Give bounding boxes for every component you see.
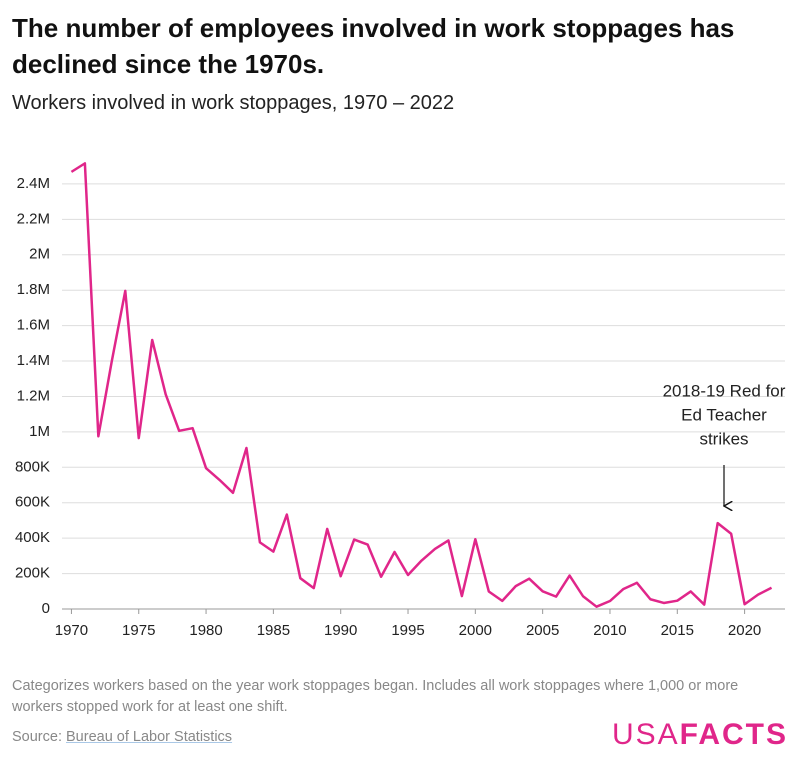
y-tick-label: 1.6M	[17, 317, 50, 334]
x-tick-label: 2000	[459, 622, 492, 639]
annotation: Ed Teacher	[681, 405, 767, 424]
y-tick-label: 400K	[15, 529, 50, 546]
y-tick-label: 1.4M	[17, 352, 50, 369]
chart-title: The number of employees involved in work…	[12, 13, 735, 79]
y-tick-label: 0	[42, 600, 50, 617]
footnote: Categorizes workers based on the year wo…	[12, 678, 739, 715]
logo-facts: FACTS	[679, 718, 788, 751]
source-link[interactable]: Bureau of Labor Statistics	[66, 729, 233, 745]
chart-subtitle: Workers involved in work stoppages, 1970…	[12, 92, 455, 114]
line	[70, 162, 773, 608]
y-tick-label: 1.2M	[17, 387, 50, 404]
x-tick-label: 1990	[324, 622, 357, 639]
y-tick-label: 2M	[29, 246, 50, 263]
x-tick-label: 1995	[391, 622, 424, 639]
x-tick-label: 1985	[257, 622, 290, 639]
annotation: 2018-19 Red for	[663, 381, 786, 400]
source: Source: Bureau of Labor Statistics	[12, 729, 232, 745]
y-tick-label: 800K	[15, 458, 50, 475]
y-tick-label: 1.8M	[17, 281, 50, 298]
x-tick-label: 1970	[55, 622, 88, 639]
x-tick-label: 2020	[728, 622, 761, 639]
x-tick-label: 1975	[122, 622, 155, 639]
y-tick-label: 600K	[15, 494, 50, 511]
x-tick-label: 1980	[189, 622, 222, 639]
x-tick-label: 2010	[593, 622, 626, 639]
logo: USAFACTS	[612, 718, 788, 752]
source-label: Source:	[12, 729, 62, 745]
chart: 0 200K 400K 600K 800K 1M 1.2M 1.4M 1.6M 1.8M 2M 2.2…	[15, 162, 786, 639]
logo-usa: USA	[611, 718, 680, 751]
y-tick-label: 200K	[15, 565, 50, 582]
x-tick-label: 2015	[661, 622, 694, 639]
x-tick-label: 2005	[526, 622, 559, 639]
y-tick-label: 2.4M	[17, 175, 50, 192]
y-tick-label: 2.2M	[17, 210, 50, 227]
annotation: strikes	[699, 429, 748, 448]
y-tick-label: 1M	[29, 423, 50, 440]
